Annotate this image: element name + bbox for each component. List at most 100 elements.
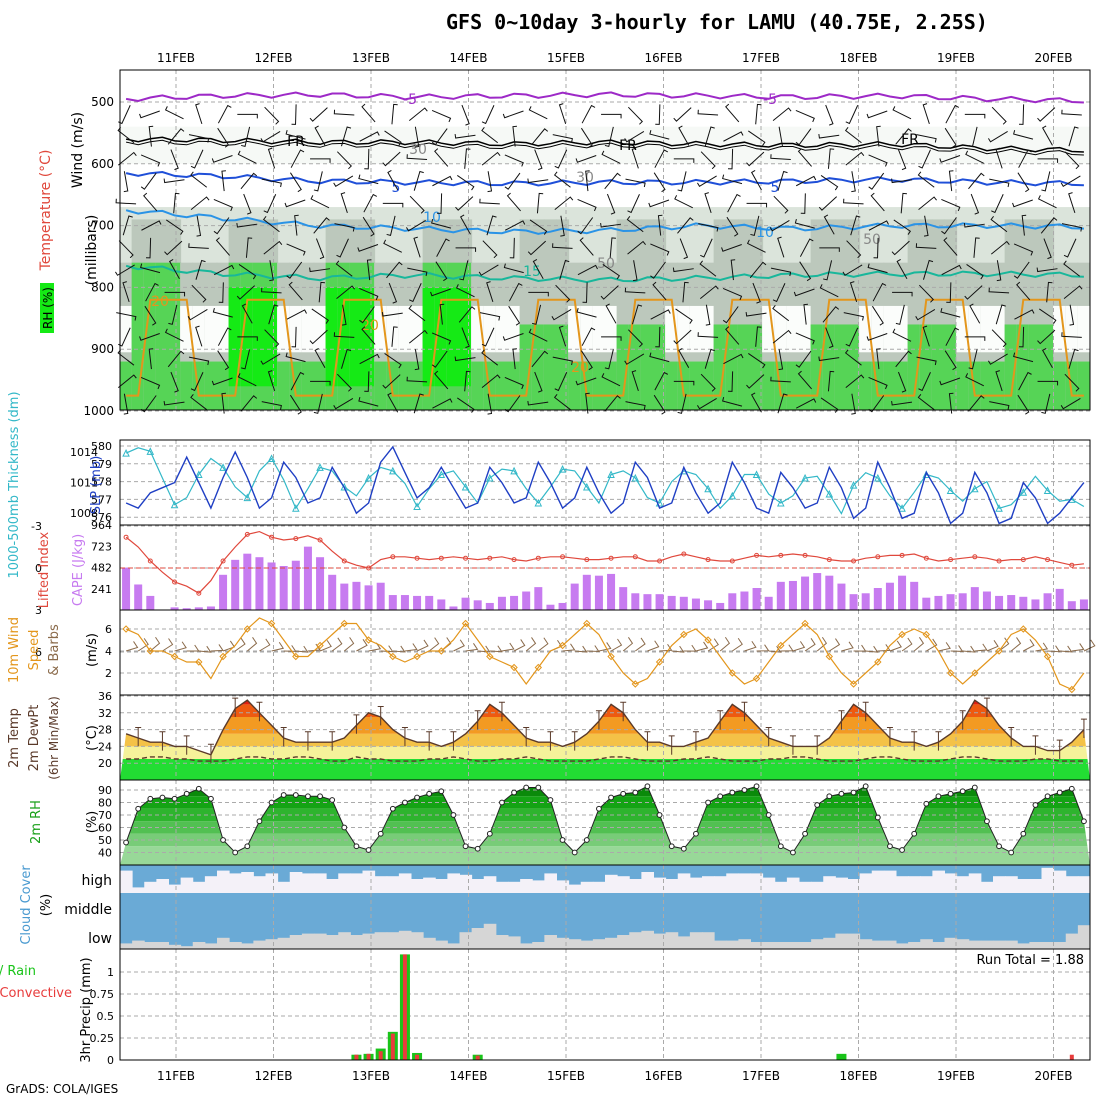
rh-marker [802,830,808,837]
rh-marker [1032,802,1039,808]
wind-barb [915,243,937,249]
rh-marker [317,793,323,800]
cape-bar [231,559,240,610]
minmax-bar [304,731,311,751]
wind-barb [995,370,1003,392]
wind-barb [624,287,646,294]
rh-dry-pocket [786,305,800,353]
wind-barb [391,326,398,347]
surface-barb [986,640,999,652]
wind-barb [1064,151,1080,170]
y-tick-pressure: 500 [91,95,114,109]
surface-barb [538,637,549,652]
wind-barb [1060,175,1081,187]
wind-barb [406,376,428,383]
cloud-high-bar [738,873,751,893]
wind-barb [721,244,742,252]
slp-panel-frame [119,439,1091,526]
wind-marker [971,669,979,677]
cloud-high-bar [520,879,533,893]
rh-marker [474,845,481,852]
rh-dry-pocket [1053,305,1067,353]
y-tick-thickness: 578 [91,476,112,489]
wind-barb [123,393,129,415]
cloud-high-bar [411,879,424,893]
wind-barb [413,393,424,414]
minmax-bar [959,710,966,730]
wind-barb [190,196,210,211]
rh-band-70 [180,361,194,410]
cloud-high-bar [956,876,970,893]
surface-barb [768,645,782,653]
wind-barb [187,309,208,321]
cape-bar [194,607,203,610]
cloud-high-bar [677,873,691,893]
contour-label: 10 [756,225,774,241]
wind-barb [482,240,498,259]
cape-bar [206,606,215,610]
wind-barb [388,282,398,304]
wind-barb [236,222,258,228]
ylabel-convective: Convective [0,986,72,1001]
cloud-high-bar [968,873,982,893]
wind-barb [263,194,277,214]
surface-barb [1071,643,1085,652]
isotherm-line [125,209,1084,235]
wind-marker [946,669,955,677]
surface-barb [428,637,440,652]
li-marker [972,554,978,560]
isotherm-line [125,136,1084,153]
wind-barb [892,328,912,342]
wind-barb [212,308,233,318]
cloud-low-bar [120,943,133,949]
y-tick-thickness: 580 [91,440,112,453]
wind-barb [382,374,401,389]
rh-marker [244,843,251,850]
surface-barb [744,640,757,652]
cloud-low-bar [338,932,351,949]
wind-marker [534,663,543,672]
surface-barb [598,642,612,652]
wind-barb [755,326,762,347]
wind-barb [699,285,719,300]
y-tick-li: 6 [35,646,42,659]
cape-bar [279,566,288,610]
rh-marker [183,790,190,797]
wind-marker [728,669,737,677]
rh-legend-swatch [40,283,54,333]
cloud-high-bar [204,876,218,893]
wind-marker [461,619,470,628]
wind-barb [799,261,812,282]
surface-barb [477,645,491,653]
ylabel-precip-units: 3hr Precip (mm) [79,957,94,1062]
cape-bar [849,594,858,610]
wind-marker [146,647,155,655]
wind-barb [139,333,160,341]
wind-barb [1043,238,1052,260]
x-tick-top: 15FEB [547,51,585,65]
wind-barb [408,305,426,322]
cloud-high-bar [641,872,654,893]
y-tick-thickness: 576 [91,511,112,524]
wind-barb [221,170,226,192]
thickness-marker [1019,488,1028,496]
wind-barb [173,192,180,214]
surface-barb [149,636,161,652]
wind-barb [652,281,667,301]
surface-barb [719,637,731,652]
wind-barb [627,106,643,125]
wind-barb [871,305,884,326]
rh-band-70 [931,324,945,410]
wind-barb [1037,107,1056,122]
wind-barb [532,258,544,280]
wind-barb [309,267,331,273]
wind-barb [988,353,1008,365]
wind-barb [437,193,443,214]
cape-bar [255,557,264,610]
y-tick-li: 3 [35,604,42,617]
ylabel-millibars: (millibars) [84,215,100,286]
wind-barb [406,220,426,232]
wind-barb [679,238,689,260]
cape-bar [437,599,446,610]
ylabel-speed: Speed [27,630,42,671]
